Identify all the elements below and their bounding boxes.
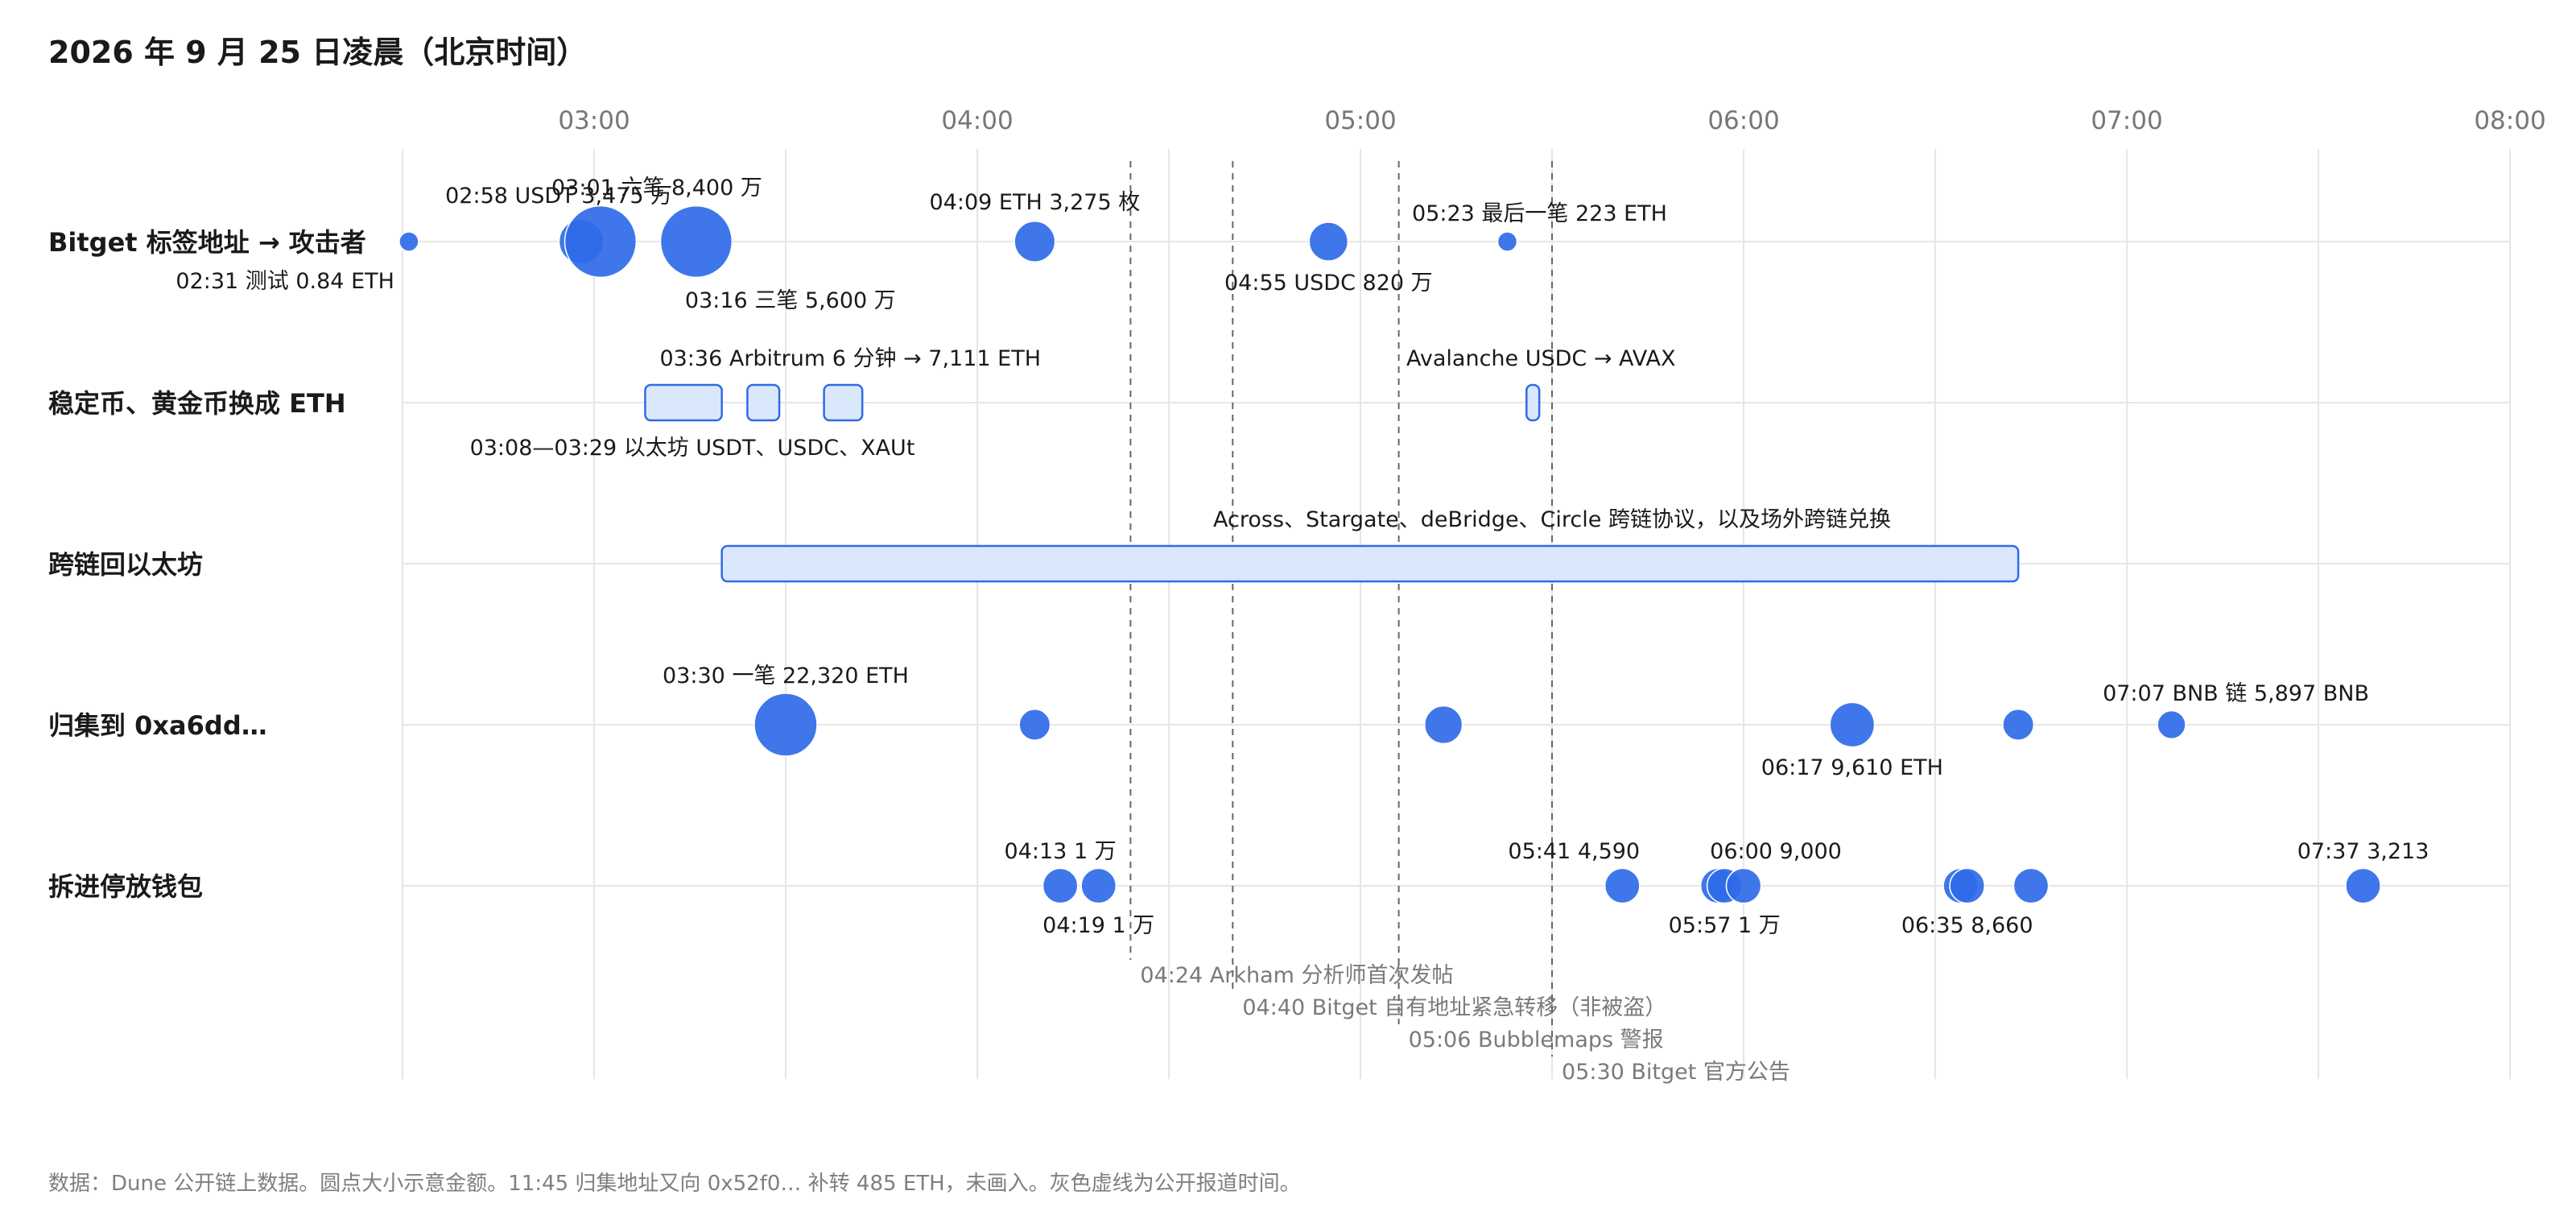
point-label: 03:30 一笔 22,320 ETH	[663, 664, 909, 688]
spans	[644, 383, 2020, 583]
point-label: 04:09 ETH 3,275 枚	[930, 190, 1141, 215]
span-bar	[746, 383, 781, 422]
data-point	[2345, 867, 2381, 904]
data-point	[1042, 867, 1079, 904]
data-point	[2013, 867, 2050, 904]
data-point	[1725, 867, 1762, 904]
point-label: 06:35 8,660	[1901, 913, 2033, 938]
point-label: 06:00 9,000	[1710, 839, 1842, 864]
data-point	[564, 205, 638, 279]
x-tick-label: 06:00	[1707, 106, 1779, 135]
x-tick-label: 03:00	[558, 106, 630, 135]
point-label: 05:41 4,590	[1508, 839, 1640, 864]
data-point	[659, 205, 733, 279]
span-label: 03:36 Arbitrum 6 分钟 → 7,111 ETH	[659, 346, 1041, 371]
span-label: Avalanche USDC → AVAX	[1406, 346, 1676, 371]
row-label: 跨链回以太坊	[48, 549, 203, 580]
data-point	[1829, 701, 1876, 748]
event-lines: 04:24 Arkham 分析师首次发帖 04:40 Bitget 自有地址紧急转…	[1129, 161, 1790, 1085]
data-point	[398, 231, 419, 252]
data-point	[1080, 867, 1117, 904]
data-point	[1013, 221, 1056, 263]
span-label: Across、Stargate、deBridge、Circle 跨链协议，以及场…	[1213, 507, 1891, 532]
point-label: 05:57 1 万	[1669, 913, 1781, 938]
data-point	[2157, 709, 2186, 740]
row-label: 稳定币、黄金币换成 ETH	[48, 388, 346, 419]
point-label: 02:31 测试 0.84 ETH	[175, 269, 394, 294]
point-label: 04:13 1 万	[1005, 839, 1117, 864]
point-label: 04:19 1 万	[1042, 913, 1154, 938]
x-tick-label: 05:00	[1324, 106, 1396, 135]
point-label: 03:16 三笔 5,600 万	[685, 288, 896, 313]
data-point	[1949, 867, 1986, 904]
data-point	[1018, 709, 1051, 741]
span-bar	[720, 544, 2020, 583]
data-point	[1604, 867, 1641, 904]
span-bar	[644, 383, 723, 422]
row-label: 拆进停放钱包	[48, 871, 203, 902]
x-tick-label: 07:00	[2091, 106, 2162, 135]
point-label: 07:37 3,213	[2297, 839, 2429, 864]
data-point	[2002, 709, 2035, 741]
point-label: 07:07 BNB 链 5,897 BNB	[2103, 681, 2369, 706]
event-label: 05:30 Bitget 官方公告	[1562, 1060, 1790, 1085]
grid-lines	[402, 149, 2511, 1079]
point-label: 02:58 USDT 3,475 万	[445, 184, 672, 209]
point-label: 03:01 六笔 8,400 万	[551, 176, 762, 201]
event-label: 04:40 Bitget 自有地址紧急转移（非被盗）	[1242, 995, 1666, 1020]
data-point	[1423, 705, 1463, 745]
x-tick-label: 04:00	[941, 106, 1013, 135]
x-axis-ticks: 03:00 04:00 05:00 06:00 07:00 08:00	[558, 106, 2545, 135]
row-label: Bitget 标签地址 → 攻击者	[48, 227, 366, 258]
point-label: 05:23 最后一笔 223 ETH	[1412, 201, 1667, 226]
points	[398, 205, 2381, 904]
point-label: 04:55 USDC 820 万	[1224, 271, 1433, 296]
row-label: 归集到 0xa6dd…	[48, 710, 267, 741]
span-label: 03:08—03:29 以太坊 USDT、USDC、XAUt	[470, 436, 915, 461]
event-label: 04:24 Arkham 分析师首次发帖	[1140, 963, 1453, 988]
chart-title: 2026 年 9 月 25 日凌晨（北京时间）	[48, 35, 587, 70]
span-bar	[1525, 383, 1541, 422]
point-label: 06:17 9,610 ETH	[1761, 755, 1943, 780]
footnote: 数据：Dune 公开链上数据。圆点大小示意金额。11:45 归集地址又向 0x5…	[48, 1172, 1301, 1196]
data-point	[1496, 231, 1518, 252]
event-label: 05:06 Bubblemaps 警报	[1409, 1028, 1664, 1052]
annotations: 03:36 Arbitrum 6 分钟 → 7,111 ETH 03:08—03:…	[175, 176, 2429, 938]
data-point	[1308, 221, 1349, 262]
data-point	[753, 693, 818, 757]
span-bar	[823, 383, 864, 422]
x-tick-label: 08:00	[2474, 106, 2545, 135]
